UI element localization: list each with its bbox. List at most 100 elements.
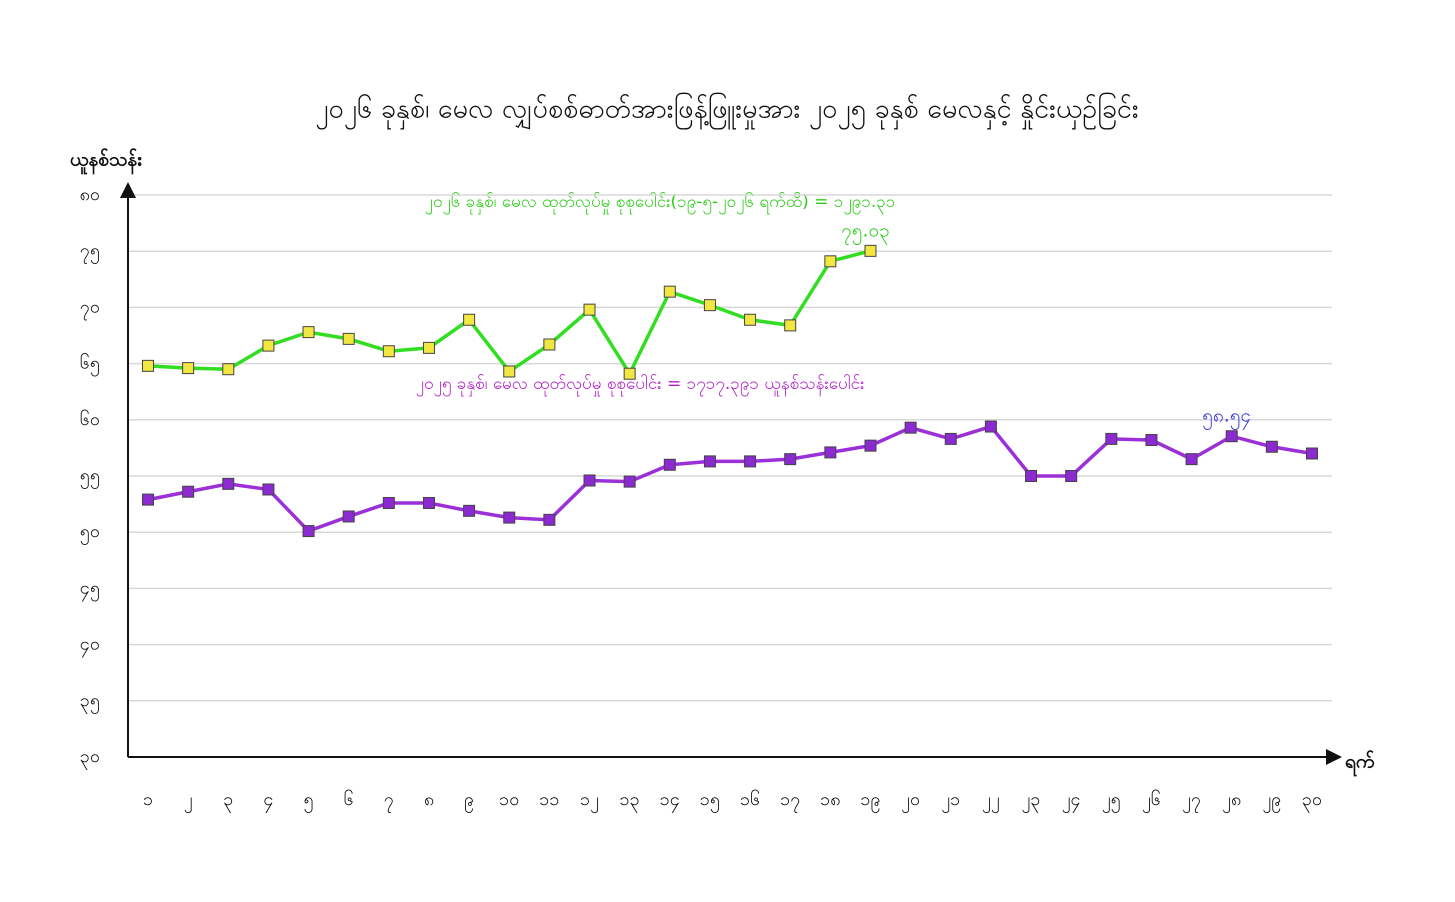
x-tick-label: ၁၄: [660, 789, 680, 813]
x-tick-label: ၁၅: [700, 789, 720, 813]
x-axis-label: ရက်: [1345, 749, 1375, 778]
y-tick-label: ၇၀: [80, 296, 100, 320]
data-point: [262, 483, 275, 496]
data-point: [182, 362, 195, 375]
data-point: [1065, 470, 1078, 482]
y-tick-label: ၈၀: [80, 184, 100, 205]
x-tick-label: ၇: [384, 789, 394, 813]
y-tick-label: ၆၅: [80, 353, 100, 377]
data-point: [583, 303, 596, 316]
y-tick-label: ၇၅: [80, 240, 100, 264]
data-point: [663, 458, 676, 471]
x-tick-label: ၃၀: [1302, 789, 1322, 813]
data-point: [463, 313, 476, 326]
data-point: [302, 525, 315, 538]
x-tick-label: ၂၇: [1182, 789, 1201, 813]
annotation: ၂၀၂၅ ခုနှစ်၊ မေလ ထုတ်လုပ်မှု စုစုပေါင်း …: [416, 373, 865, 397]
x-tick-label: ၂: [184, 789, 193, 813]
data-point: [864, 244, 877, 257]
x-tick-label: ၂၂: [982, 789, 1000, 813]
data-point: [1025, 470, 1038, 482]
x-tick-label: ၂၉: [1262, 789, 1281, 813]
x-tick-label: ၁: [143, 789, 153, 810]
data-point: [463, 504, 476, 517]
x-tick-label: ၁၉: [860, 789, 880, 813]
x-tick-label: ၁၂: [580, 789, 599, 813]
data-point: [422, 341, 435, 354]
data-point: [142, 493, 154, 506]
x-tick-label: ၂၄: [1062, 789, 1081, 813]
data-point: [222, 477, 235, 490]
data-point: [744, 313, 757, 326]
data-point: [503, 365, 516, 378]
data-point: [422, 496, 435, 509]
data-point: [302, 326, 315, 339]
x-tick-label: ၅: [303, 789, 313, 813]
data-point: [142, 359, 154, 372]
x-tick-label: ၂၈: [1222, 789, 1241, 813]
data-point: [623, 475, 636, 488]
data-point: [382, 345, 395, 358]
data-point: [1105, 432, 1118, 445]
y-tick-label: ၄၅: [80, 577, 100, 601]
y-tick-label: ၅၀: [80, 521, 100, 545]
data-point: [944, 432, 957, 445]
x-tick-label: ၂၆: [1142, 789, 1161, 813]
x-tick-label: ၁၀: [499, 789, 519, 810]
data-point: [744, 455, 757, 468]
x-tick-label: ၈: [424, 789, 434, 810]
data-point: [703, 299, 716, 312]
data-point: [583, 474, 596, 487]
data-point: [904, 421, 917, 434]
data-point: [342, 510, 355, 523]
x-tick-label: ၁၈: [820, 789, 840, 810]
x-tick-label: ၂၀: [901, 789, 920, 813]
data-point: [503, 511, 516, 524]
data-point: [262, 339, 275, 352]
x-tick-label: ၉: [464, 789, 474, 813]
series-line: [147, 424, 1313, 534]
data-point: [864, 439, 877, 452]
x-tick-label: ၃: [223, 789, 233, 813]
x-tick-label: ၁၆: [740, 789, 760, 810]
data-point: [1185, 453, 1198, 466]
x-tick-label: ၆: [344, 789, 354, 810]
data-point: [1225, 430, 1238, 443]
data-point: [222, 363, 235, 376]
data-point: [342, 332, 355, 345]
x-tick-label: ၁၃: [620, 789, 640, 813]
data-point: [824, 446, 837, 459]
x-tick-label: ၁၇: [780, 789, 800, 813]
data-point: [382, 496, 395, 509]
data-point: [784, 319, 797, 332]
series-line: [147, 249, 871, 378]
data-point: [543, 338, 556, 351]
y-tick-label: ၄၀: [80, 634, 100, 658]
x-tick-label: ၂၃: [1022, 789, 1041, 813]
y-axis-label: ယူနစ်သန်း: [70, 147, 142, 176]
data-point: [824, 255, 837, 268]
x-tick-label: ၂၁: [941, 789, 960, 813]
x-tick-label: ၄: [263, 789, 273, 813]
data-point: [1306, 447, 1318, 460]
chart-title: ၂၀၂၆ ခုနှစ်၊ မေလ လျှပ်စစ်ဓာတ်အားဖြန့်ဖြူ…: [315, 92, 1138, 130]
data-point: [1265, 440, 1278, 453]
data-label: ၅၈.၅၄: [1202, 405, 1251, 431]
y-tick-label: ၃၀: [80, 746, 100, 770]
data-label: ၇၅.၀၃: [841, 219, 890, 245]
data-point: [1145, 434, 1158, 447]
y-tick-label: ၆၀: [80, 409, 100, 430]
data-point: [543, 513, 556, 526]
data-point: [663, 285, 676, 298]
data-point: [703, 455, 716, 468]
data-point: [623, 367, 636, 380]
y-tick-label: ၅၅: [80, 465, 100, 489]
data-point: [784, 453, 797, 466]
data-point: [182, 485, 195, 498]
x-tick-label: ၂၅: [1102, 789, 1121, 813]
y-tick-label: ၃၅: [80, 690, 100, 714]
x-tick-label: ၁၁: [539, 789, 559, 810]
data-point: [984, 420, 997, 433]
